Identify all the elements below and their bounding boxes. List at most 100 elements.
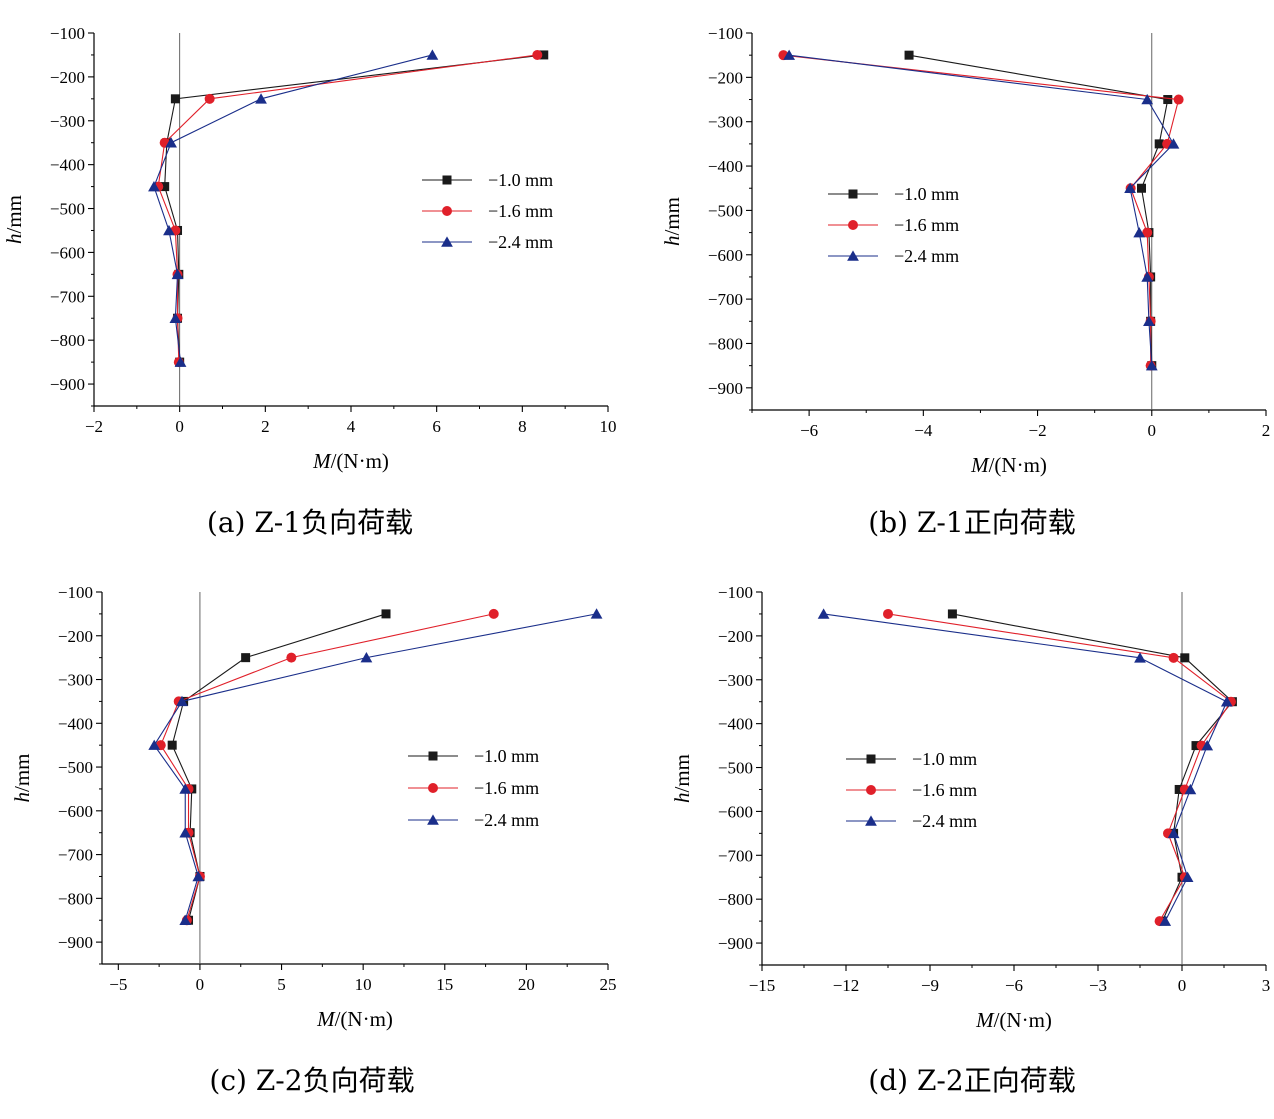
data-point [532,49,543,60]
legend-label: −1.6 mm [912,780,977,800]
legend-label: −1.0 mm [894,184,959,204]
x-tick-label: 4 [347,417,356,436]
chart-panel-2: −100 −200 −300 −400 −500 −600 −700 −800 −900 −6 −4… [660,24,1270,539]
panel-caption: (d) Z-2正向荷载 [868,1064,1075,1097]
legend-label: −1.6 mm [488,201,553,221]
series-line-1 [164,54,544,363]
data-point [179,914,192,925]
legend-marker [441,236,453,247]
data-point [1136,183,1146,193]
y-tick-label: −700 [708,290,743,309]
x-axis-label: M/(N·m) [312,449,389,473]
data-point [1154,139,1164,149]
legend-marker [847,250,859,261]
data-point [176,695,188,707]
y-tick-label: −100 [58,583,93,602]
y-tick-label: −200 [50,68,85,87]
y-tick-label: −400 [58,714,93,733]
data-point [171,268,184,280]
x-tick-label: 2 [1262,421,1271,440]
data-point [783,49,796,60]
y-tick-label: −300 [58,671,93,690]
data-point [1141,93,1154,105]
data-point [488,608,499,619]
series-line-2 [157,54,538,363]
data-point [160,182,170,192]
chart-panel-1: −100 −200 −300 −400 −500 −600 −700 −800 −900 −2 0 2… [2,24,617,539]
data-point [381,609,391,619]
legend-marker [866,785,876,795]
x-axis-label: M/(N·m) [970,453,1047,477]
data-point [1163,95,1173,105]
panel-caption: (b) Z-1正向荷载 [868,506,1075,539]
x-tick-label: −5 [109,975,127,994]
legend-marker [865,815,877,826]
legend-marker [427,814,439,825]
data-point [179,783,192,794]
x-tick-label: 10 [600,417,617,436]
x-tick-label: 2 [261,417,270,436]
data-point [590,608,603,619]
series-line-2 [887,613,1232,922]
y-tick-label: −700 [50,287,85,306]
data-point [286,652,297,663]
x-tick-label: −9 [921,976,939,995]
y-tick-label: −300 [50,112,85,131]
legend-label: −1.6 mm [474,778,539,798]
x-tick-label: −6 [800,421,818,440]
data-point [1141,271,1154,282]
data-point [1184,783,1197,795]
y-tick-label: −900 [58,933,93,952]
chart-panel-3: −100 −200 −300 −400 −500 −600 −700 −800 −900 −5 0 5… [10,583,617,1097]
x-tick-label: −2 [1029,421,1047,440]
series-line-1 [952,613,1234,922]
data-point [426,49,439,60]
legend-label: −2.4 mm [488,232,553,252]
y-tick-label: −400 [708,157,743,176]
data-point [1124,182,1136,193]
data-point [904,50,914,60]
data-point [1142,227,1153,238]
x-tick-label: 0 [1148,421,1157,440]
x-tick-label: 3 [1262,976,1271,995]
x-tick-label: 5 [277,975,286,994]
series-line-3 [789,54,1175,366]
data-point [883,608,893,619]
series-line-2 [160,613,494,921]
legend-label: −1.6 mm [894,215,959,235]
y-tick-label: −200 [708,68,743,87]
data-point [817,608,830,619]
data-point [1134,652,1146,663]
y-tick-label: −300 [718,671,753,690]
legend-label: −1.0 mm [912,749,977,769]
data-point [1173,94,1184,105]
y-tick-label: −100 [50,24,85,43]
data-point [167,740,177,750]
y-axis-label: h/mm [670,754,694,803]
y-tick-label: −300 [708,113,743,132]
data-point [204,93,215,104]
y-tick-label: −700 [58,846,93,865]
x-tick-label: 10 [355,975,372,994]
y-tick-label: −700 [718,846,753,865]
data-point [1133,226,1146,238]
x-axis-label: M/(N·m) [975,1008,1052,1032]
legend-marker [442,175,452,185]
data-point [148,739,161,750]
data-point [169,312,182,323]
y-tick-label: −400 [50,156,85,175]
y-tick-label: −800 [58,889,93,908]
data-point [165,137,177,148]
y-axis-label: h/mm [10,753,34,802]
y-axis-label: h/mm [2,195,26,244]
x-axis-label: M/(N·m) [316,1007,393,1031]
x-tick-label: −2 [85,417,103,436]
y-tick-label: −500 [708,201,743,220]
x-tick-label: 8 [518,417,527,436]
y-tick-label: −400 [718,715,753,734]
x-tick-label: −4 [914,421,933,440]
legend-marker [848,189,858,199]
y-tick-label: −900 [718,934,753,953]
y-tick-label: −800 [718,890,753,909]
